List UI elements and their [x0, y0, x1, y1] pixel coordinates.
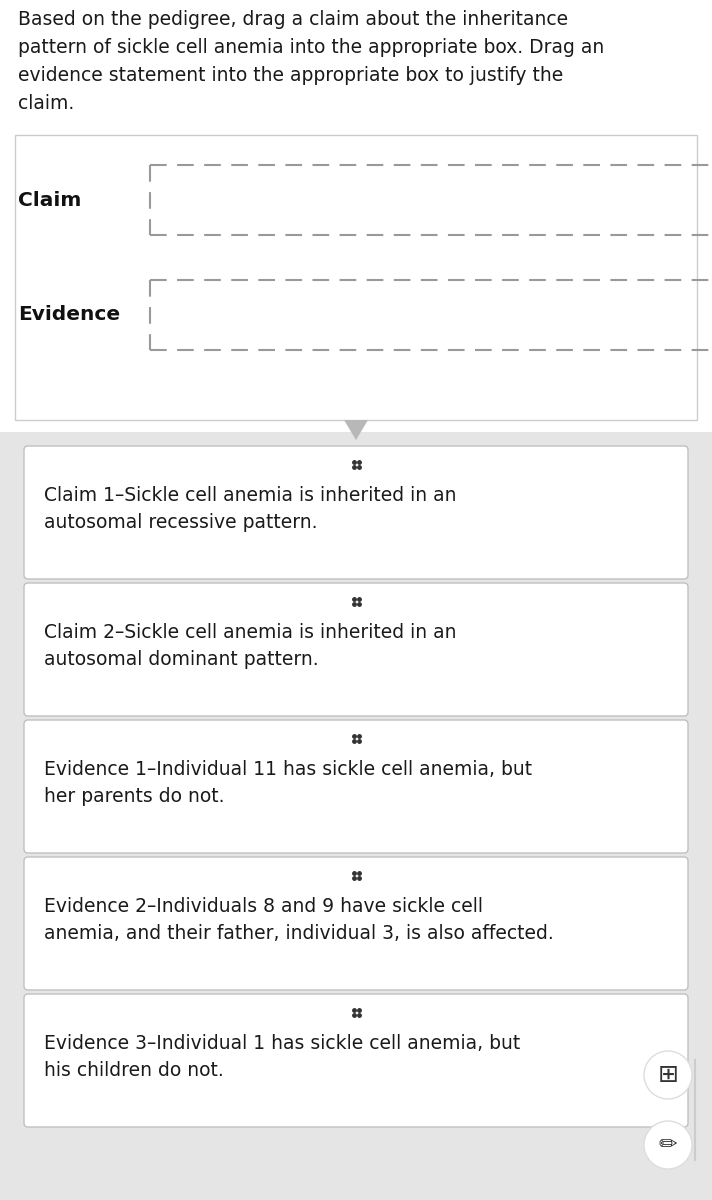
Text: Evidence 2–Individuals 8 and 9 have sickle cell: Evidence 2–Individuals 8 and 9 have sick… [44, 898, 483, 916]
Text: pattern of sickle cell anemia into the appropriate box. Drag an: pattern of sickle cell anemia into the a… [18, 38, 604, 56]
Text: Evidence 3–Individual 1 has sickle cell anemia, but: Evidence 3–Individual 1 has sickle cell … [44, 1034, 520, 1054]
FancyBboxPatch shape [24, 994, 688, 1127]
Text: Evidence: Evidence [18, 306, 120, 324]
Circle shape [644, 1121, 692, 1169]
Text: Evidence 1–Individual 11 has sickle cell anemia, but: Evidence 1–Individual 11 has sickle cell… [44, 760, 532, 779]
Text: her parents do not.: her parents do not. [44, 787, 224, 806]
Text: autosomal recessive pattern.: autosomal recessive pattern. [44, 514, 318, 532]
Polygon shape [344, 420, 368, 440]
Text: Claim 1–Sickle cell anemia is inherited in an: Claim 1–Sickle cell anemia is inherited … [44, 486, 456, 505]
Bar [0, 432, 712, 1200]
Text: his children do not.: his children do not. [44, 1061, 224, 1080]
Text: evidence statement into the appropriate box to justify the: evidence statement into the appropriate … [18, 66, 563, 85]
Bar [15, 134, 697, 420]
Text: anemia, and their father, individual 3, is also affected.: anemia, and their father, individual 3, … [44, 924, 554, 943]
FancyBboxPatch shape [24, 857, 688, 990]
FancyBboxPatch shape [24, 446, 688, 578]
Text: ✏: ✏ [659, 1135, 677, 1154]
Text: claim.: claim. [18, 94, 74, 113]
FancyBboxPatch shape [24, 583, 688, 716]
Text: ⊞: ⊞ [657, 1063, 679, 1087]
FancyBboxPatch shape [24, 720, 688, 853]
Text: Based on the pedigree, drag a claim about the inheritance: Based on the pedigree, drag a claim abou… [18, 10, 568, 29]
Text: Claim 2–Sickle cell anemia is inherited in an: Claim 2–Sickle cell anemia is inherited … [44, 623, 456, 642]
Text: Claim: Claim [18, 191, 81, 210]
Text: autosomal dominant pattern.: autosomal dominant pattern. [44, 650, 319, 670]
Circle shape [644, 1051, 692, 1099]
